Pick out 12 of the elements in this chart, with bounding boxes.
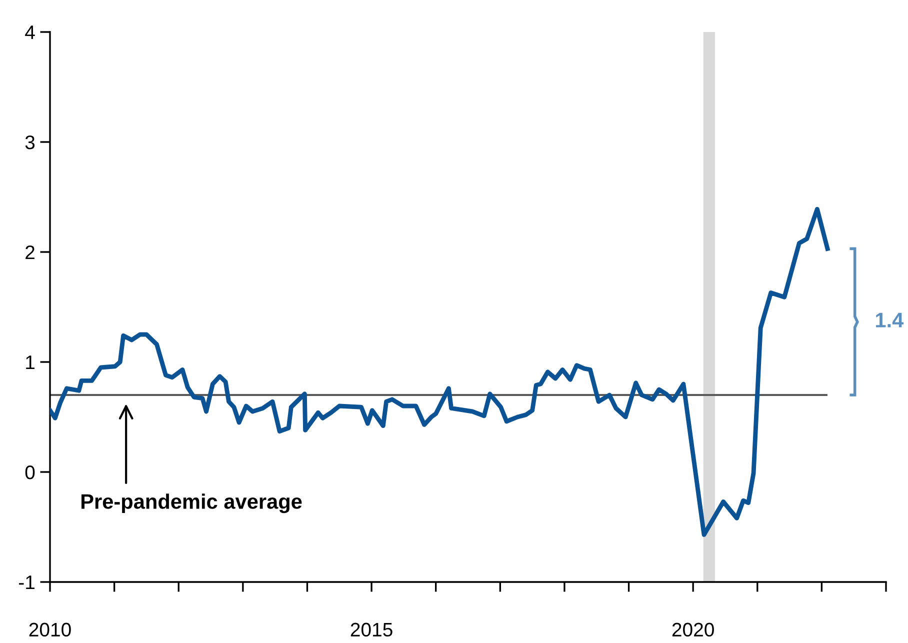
y-tick-label: 2: [26, 245, 34, 260]
annotation: 1.4: [876, 312, 904, 328]
y-tick-label: 4: [25, 26, 35, 40]
annotation: Pre-pandemic average: [81, 494, 302, 514]
x-tick-label: 2015: [350, 622, 392, 637]
y-tick-label: 1: [26, 356, 34, 370]
y-tick-label: 0: [25, 465, 35, 480]
y-tick-label: 3: [25, 135, 35, 150]
line-series: [50, 206, 830, 537]
x-tick-label: 2020: [672, 622, 714, 637]
x-tick-label: 2010: [29, 622, 71, 637]
y-tick-label: -1: [18, 576, 34, 590]
